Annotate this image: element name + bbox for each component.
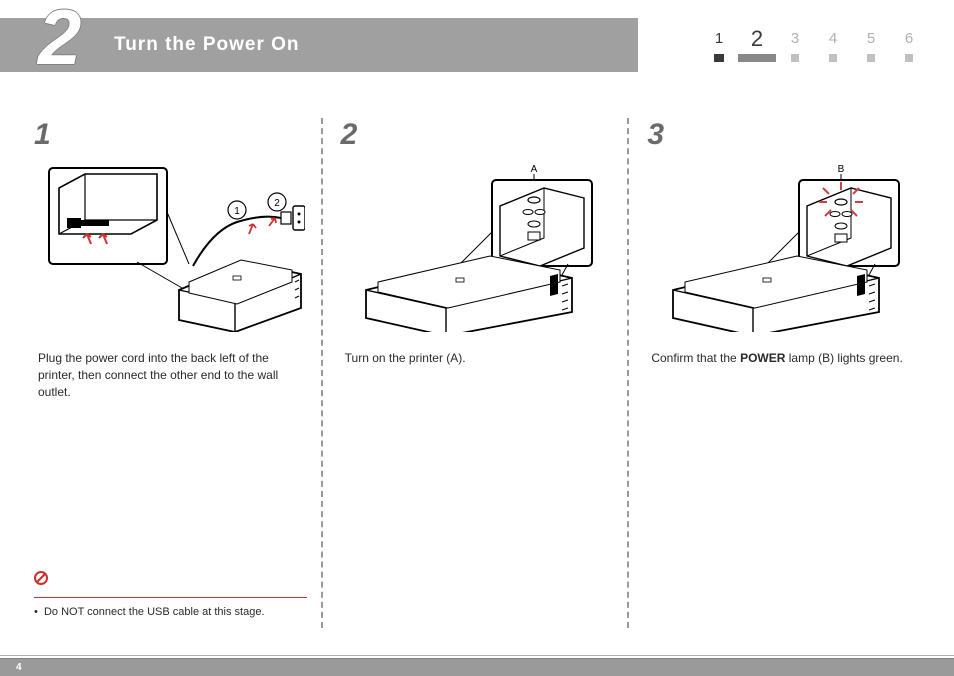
inset-panel <box>799 180 899 266</box>
step-text-1: Plug the power cord into the back left o… <box>34 350 309 400</box>
progress-indicator: 123456 <box>700 28 928 62</box>
inset-detail <box>49 168 167 264</box>
power-cord: 1 2 <box>193 193 305 266</box>
progress-step: 1 <box>700 28 738 62</box>
printer-body <box>179 260 301 332</box>
warning-box: • Do NOT connect the USB cable at this s… <box>34 579 307 628</box>
warning-text: • Do NOT connect the USB cable at this s… <box>34 606 307 628</box>
footer-bar: 4 <box>0 658 954 676</box>
svg-text:2: 2 <box>275 198 281 209</box>
prohibit-icon <box>34 571 48 585</box>
page-header: 2 Turn the Power On 123456 <box>0 0 954 98</box>
progress-step: 3 <box>776 28 814 62</box>
header-bar <box>0 18 638 72</box>
step-column-1: 1 <box>34 118 321 628</box>
page-number: 4 <box>16 662 22 673</box>
chapter-title: Turn the Power On <box>114 34 300 56</box>
callout-label-a: A <box>531 164 538 175</box>
step-text-3: Confirm that the POWER lamp (B) lights g… <box>647 350 922 367</box>
content-area: 1 <box>0 98 954 628</box>
svg-text:1: 1 <box>235 206 241 217</box>
progress-step: 6 <box>890 28 928 62</box>
footer-rule <box>0 655 954 656</box>
progress-step: 4 <box>814 28 852 62</box>
progress-step: 2 <box>738 28 776 62</box>
substep-number: 1 <box>34 118 309 152</box>
warning-divider <box>34 597 307 598</box>
step-text-2: Turn on the printer (A). <box>341 350 616 367</box>
printer-body <box>366 256 572 332</box>
inset-panel <box>492 180 592 266</box>
printer-body <box>673 256 879 332</box>
step-column-2: 2 A <box>321 118 628 628</box>
step-column-3: 3 B <box>627 118 934 628</box>
illustration-3: B <box>651 162 919 332</box>
progress-step: 5 <box>852 28 890 62</box>
illustration-2: A <box>344 162 612 332</box>
illustration-1: 1 2 <box>37 162 305 332</box>
chapter-number: 2 <box>38 0 81 83</box>
substep-number: 3 <box>647 118 922 152</box>
substep-number: 2 <box>341 118 616 152</box>
callout-label-b: B <box>837 164 844 175</box>
